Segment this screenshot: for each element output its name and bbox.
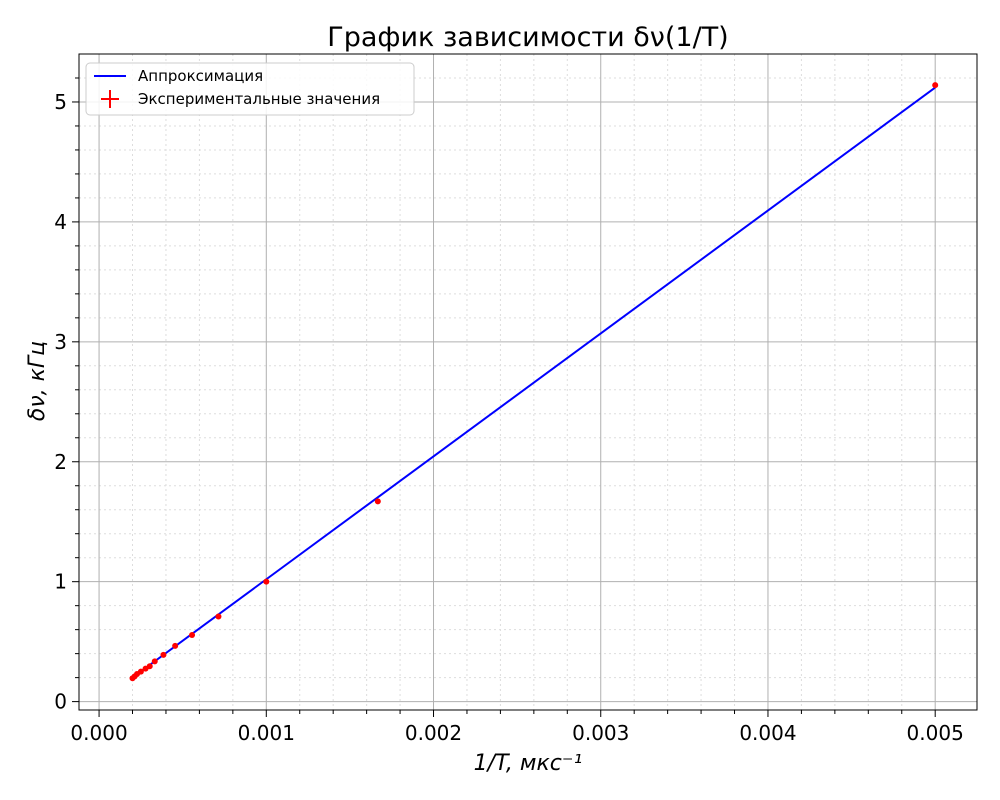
data-point [172,642,179,649]
legend-label-experimental: Экспериментальные значения [138,90,380,108]
y-tick-label: 2 [54,450,67,474]
x-tick-label: 0.001 [238,721,295,745]
axis-ticks [72,77,936,717]
data-point [137,668,144,675]
x-tick-label: 0.003 [572,721,629,745]
y-tick-label: 3 [54,330,67,354]
legend-label-approx: Аппроксимация [138,67,263,85]
y-tick-label: 0 [54,690,67,714]
tick-labels: 0.000 0.001 0.002 0.003 0.004 0.005 0 1 2 3 4 5 [54,90,964,745]
y-tick-label: 4 [54,210,67,234]
data-point [263,578,270,585]
data-point [151,658,158,665]
major-grid [79,54,977,710]
x-axis-label: 1/T, мкс⁻¹ [474,751,583,776]
plot-area [129,82,939,682]
chart-title: График зависимости δν(1/T) [327,22,728,53]
plot-frame [78,53,978,711]
data-point [215,613,222,620]
y-tick-label: 1 [54,570,67,594]
data-point [189,632,196,639]
data-point [932,82,939,89]
data-point [146,663,153,670]
y-axis-label: δν, кГц [25,341,50,421]
x-tick-label: 0.005 [907,721,964,745]
x-tick-label: 0.002 [405,721,462,745]
legend: Аппроксимация Экспериментальные значения [85,62,415,116]
x-tick-label: 0.000 [70,721,127,745]
x-tick-label: 0.004 [739,721,796,745]
minor-grid [79,54,977,710]
y-tick-label: 5 [54,90,67,114]
data-point [374,498,381,505]
data-point [160,651,167,658]
legend-box [85,62,415,116]
